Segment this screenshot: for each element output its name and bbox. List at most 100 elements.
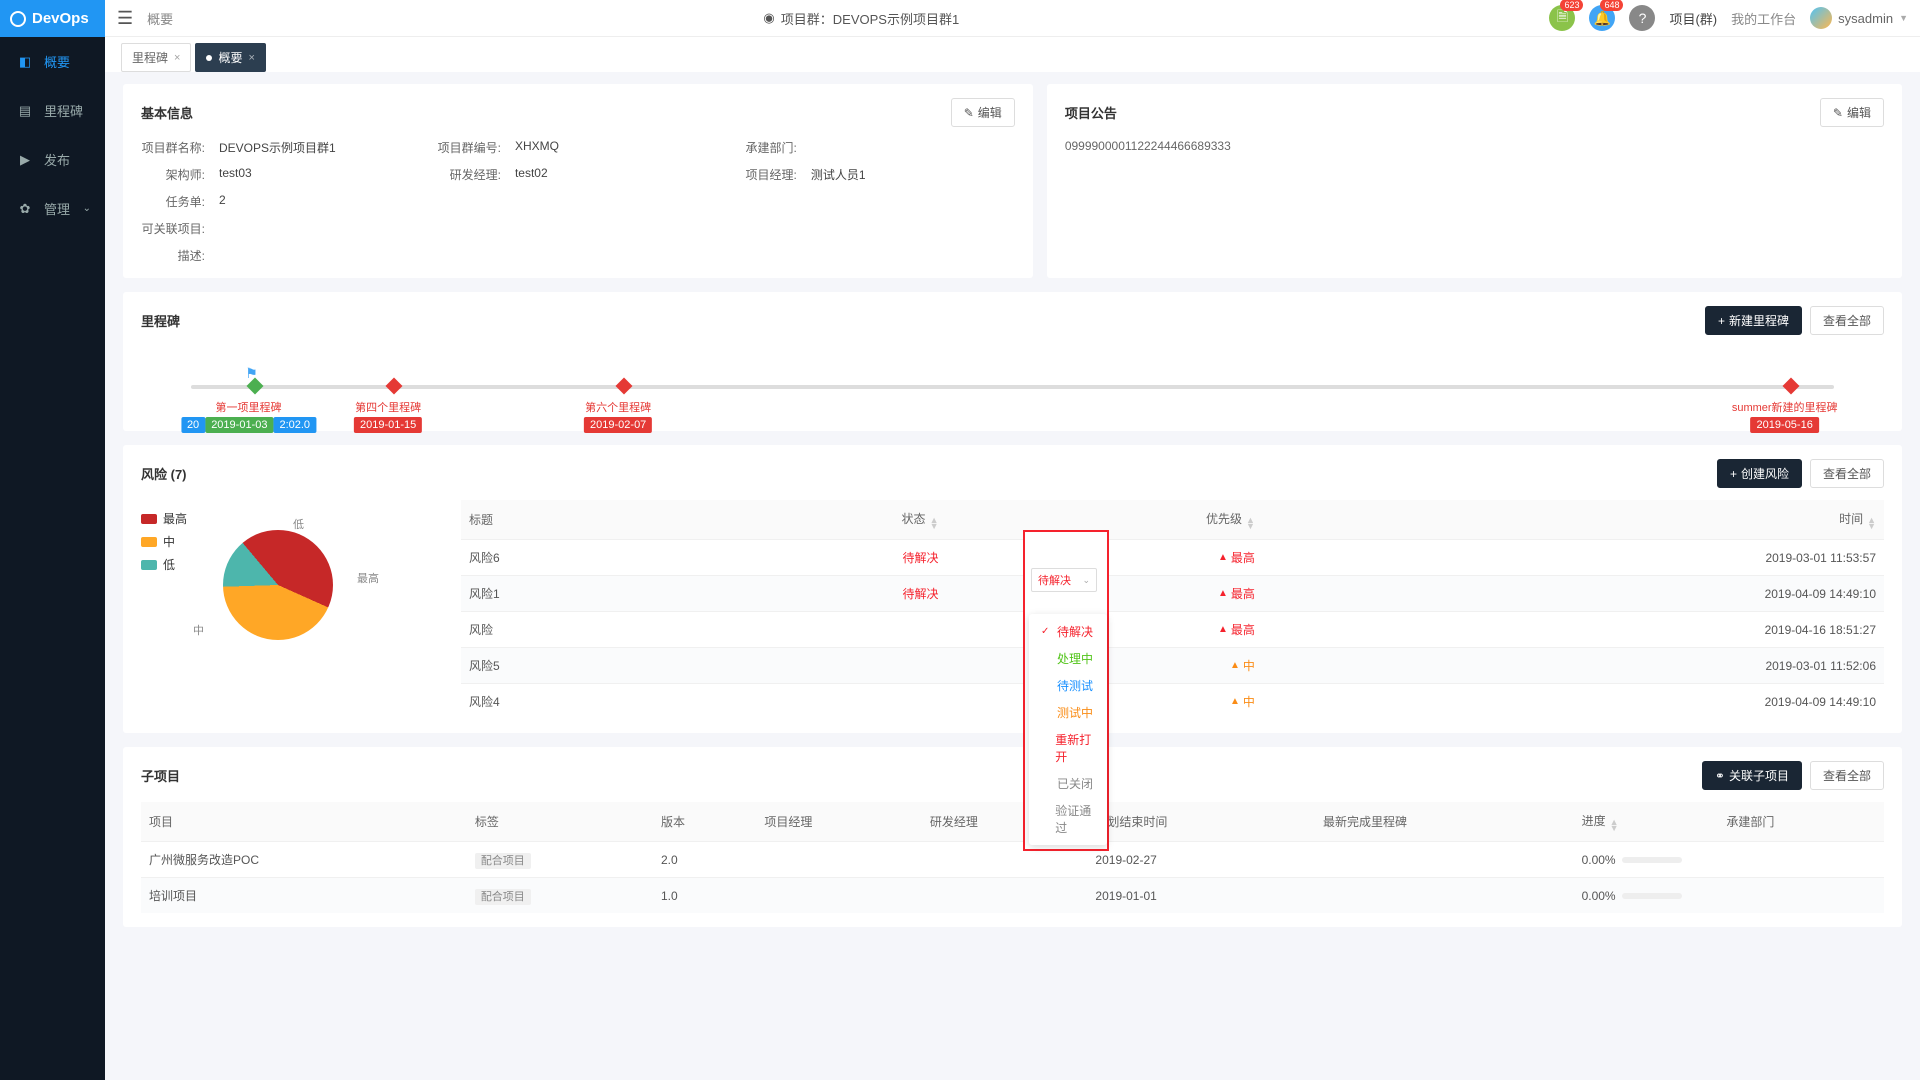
risk-status-cell: 待解决 <box>689 576 947 612</box>
field-label: 架构师: <box>141 166 205 183</box>
check-icon: ✓ <box>1041 626 1051 637</box>
logo-icon <box>10 11 26 27</box>
dropdown-item[interactable]: 已关闭 <box>1029 770 1107 797</box>
field-value: test02 <box>515 166 719 183</box>
tab-里程碑[interactable]: 里程碑× <box>121 43 191 72</box>
risk-title-cell: 风险4 <box>461 684 689 720</box>
dropdown-item[interactable]: 处理中 <box>1029 645 1107 672</box>
milestone-label: summer新建的里程碑2019-05-16 <box>1732 399 1838 433</box>
pie-chart <box>223 530 333 640</box>
field-label: 项目经理: <box>733 166 797 183</box>
plus-icon: + <box>1718 314 1725 328</box>
risk-status-cell: 待解决 <box>689 540 947 576</box>
tab-概要[interactable]: 概要× <box>195 43 265 72</box>
table-row[interactable]: 风险1 待解决 ▲最高 2019-04-09 14:49:10 <box>461 576 1884 612</box>
col-end[interactable]: 计划结束时间 <box>1087 802 1315 842</box>
view-all-subprojects-button[interactable]: 查看全部 <box>1810 761 1884 790</box>
sidebar-item-label: 里程碑 <box>44 101 83 120</box>
col-status[interactable]: 状态▲▼ <box>689 500 947 540</box>
sidebar-item-play[interactable]: ▶发布 <box>0 135 105 184</box>
doc-badge-count: 623 <box>1560 0 1583 11</box>
sub-end-cell: 2019-02-27 <box>1087 842 1315 878</box>
new-milestone-button[interactable]: +新建里程碑 <box>1705 306 1802 335</box>
pie-label-high: 最高 <box>357 570 379 586</box>
table-row[interactable]: 培训项目 配合项目 1.0 2019-01-01 0.00% <box>141 878 1884 914</box>
col-time[interactable]: 时间▲▼ <box>1263 500 1884 540</box>
col-dept[interactable]: 承建部门 <box>1718 802 1884 842</box>
eye-icon: ◉ <box>763 10 774 26</box>
menu-toggle-icon[interactable]: ☰ <box>117 8 133 29</box>
logo[interactable]: DevOps <box>0 0 105 37</box>
col-ver[interactable]: 版本 <box>653 802 756 842</box>
btn-label: 关联子项目 <box>1729 767 1789 784</box>
sort-icon: ▲▼ <box>1867 517 1876 529</box>
sub-name-cell: 广州微服务改造POC <box>141 842 467 878</box>
col-tag[interactable]: 标签 <box>467 802 653 842</box>
dropdown-item[interactable]: 待测试 <box>1029 672 1107 699</box>
help-icon[interactable]: ? <box>1629 5 1655 31</box>
option-label: 待解决 <box>1057 623 1093 640</box>
dropdown-item[interactable]: 测试中 <box>1029 699 1107 726</box>
table-row[interactable]: 风险5 ▲中 2019-03-01 11:52:06 <box>461 648 1884 684</box>
sub-dev-cell <box>922 878 1088 914</box>
table-row[interactable]: 风险4 ▲中 2019-04-09 14:49:10 <box>461 684 1884 720</box>
milestone-title: 里程碑 <box>141 311 180 330</box>
col-title[interactable]: 标题 <box>461 500 689 540</box>
edit-announce-button[interactable]: ✎编辑 <box>1820 98 1884 127</box>
close-icon[interactable]: × <box>248 52 254 64</box>
user-menu[interactable]: sysadmin ▼ <box>1810 7 1908 29</box>
milestone-label: 第四个里程碑2019-01-15 <box>354 399 422 433</box>
table-row[interactable]: 风险 ▲最高 2019-04-16 18:51:27 <box>461 612 1884 648</box>
col-lastms[interactable]: 最新完成里程碑 <box>1315 802 1574 842</box>
col-pm[interactable]: 项目经理 <box>756 802 922 842</box>
risk-time-cell: 2019-03-01 11:52:06 <box>1263 648 1884 684</box>
legend-item: 最高 <box>141 510 187 527</box>
view-all-milestones-button[interactable]: 查看全部 <box>1810 306 1884 335</box>
sub-name-cell: 培训项目 <box>141 878 467 914</box>
announce-title: 项目公告 <box>1065 103 1117 122</box>
edit-icon: ✎ <box>964 106 974 120</box>
table-row[interactable]: 风险6 待解决 ▲最高 2019-03-01 11:53:57 <box>461 540 1884 576</box>
sub-progress-cell: 0.00% <box>1574 878 1719 914</box>
dropdown-item[interactable]: 重新打开 <box>1029 726 1107 770</box>
milestone-node[interactable] <box>386 378 403 395</box>
milestone-node[interactable] <box>616 378 633 395</box>
basic-info-title: 基本信息 <box>141 103 193 122</box>
legend-swatch <box>141 514 157 524</box>
dropdown-item[interactable]: 验证通过 <box>1029 797 1107 841</box>
option-label: 验证通过 <box>1055 802 1095 836</box>
milestone-node[interactable] <box>1782 378 1799 395</box>
table-row[interactable]: 广州微服务改造POC 配合项目 2.0 2019-02-27 0.00% <box>141 842 1884 878</box>
tabbar: 里程碑×概要× <box>105 37 1920 72</box>
status-select[interactable]: 待解决 ⌄ <box>1031 568 1097 592</box>
col-name[interactable]: 项目 <box>141 802 467 842</box>
risk-title-cell: 风险1 <box>461 576 689 612</box>
chevron-down-icon: ⌄ <box>83 203 91 214</box>
arrow-up-icon: ▲ <box>1218 588 1228 599</box>
risk-title-cell: 风险5 <box>461 648 689 684</box>
sidebar-item-label: 概要 <box>44 52 70 71</box>
link-subproject-button[interactable]: ⚭关联子项目 <box>1702 761 1802 790</box>
status-dropdown-menu: ✓ 待解决处理中待测试测试中重新打开已关闭验证通过 <box>1029 614 1107 845</box>
close-icon[interactable]: × <box>174 52 180 64</box>
sidebar-item-flag[interactable]: ▤里程碑 <box>0 86 105 135</box>
notification-icon[interactable]: 🔔648 <box>1589 5 1615 31</box>
option-label: 测试中 <box>1057 704 1093 721</box>
option-label: 待测试 <box>1057 677 1093 694</box>
doc-badge-icon[interactable]: 🗎623 <box>1549 5 1575 31</box>
project-group-link[interactable]: 项目(群) <box>1669 9 1717 28</box>
sidebar-item-gear[interactable]: ✿管理⌄ <box>0 184 105 233</box>
subproject-card: 子项目 ⚭关联子项目 查看全部 项目 标签 版本 项目经理 研发经理 计划结束时… <box>123 747 1902 927</box>
dashboard-icon: ◧ <box>18 55 32 69</box>
col-progress[interactable]: 进度▲▼ <box>1574 802 1719 842</box>
new-risk-button[interactable]: +创建风险 <box>1717 459 1802 488</box>
brand-text: DevOps <box>32 10 89 27</box>
dropdown-item[interactable]: ✓ 待解决 <box>1029 618 1107 645</box>
edit-basic-info-button[interactable]: ✎编辑 <box>951 98 1015 127</box>
dot-icon <box>206 55 212 61</box>
project-prefix: 项目群： <box>781 12 833 27</box>
sidebar-item-dashboard[interactable]: ◧ 概要 <box>0 37 105 86</box>
workbench-link[interactable]: 我的工作台 <box>1731 9 1796 28</box>
view-all-risks-button[interactable]: 查看全部 <box>1810 459 1884 488</box>
progress-bar <box>1622 857 1682 863</box>
